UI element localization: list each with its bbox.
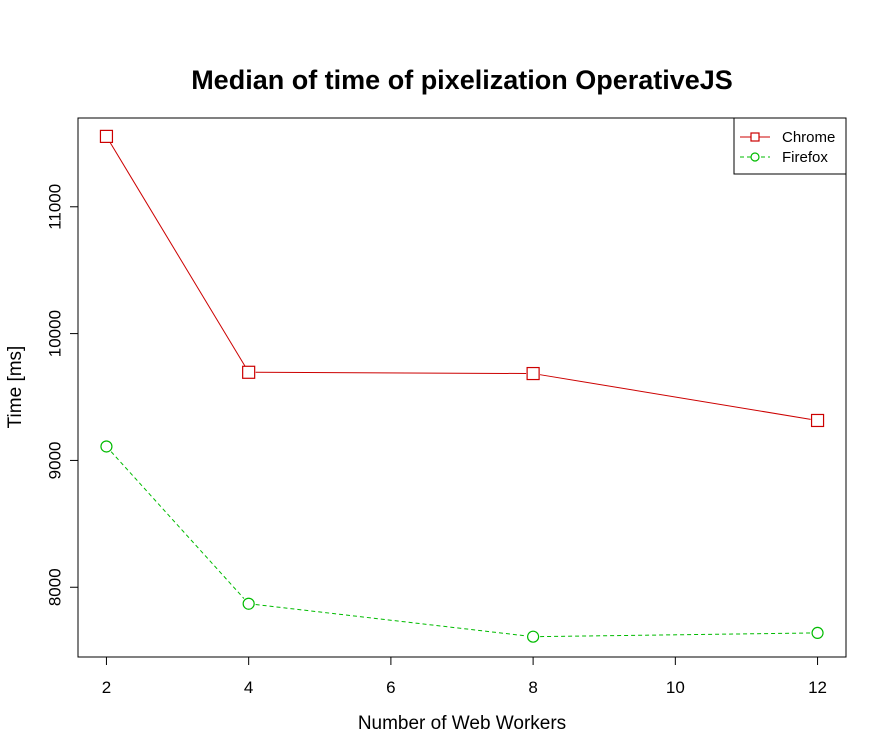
firefox-point bbox=[811, 626, 824, 640]
x-axis: 2 4 6 8 10 12 bbox=[102, 656, 827, 697]
chrome-segment bbox=[539, 374, 811, 420]
firefox-segment bbox=[110, 451, 245, 599]
chrome-point bbox=[810, 413, 825, 428]
y-tick-label: 11000 bbox=[45, 184, 64, 230]
y-tick-label: 9000 bbox=[45, 442, 64, 480]
legend-box bbox=[733, 117, 847, 175]
y-axis: 8000 9000 10000 11000 bbox=[45, 184, 79, 606]
series-layer bbox=[99, 129, 825, 643]
x-tick-label: 8 bbox=[528, 678, 537, 697]
legend-firefox-marker bbox=[750, 152, 760, 162]
legend: Chrome Firefox bbox=[733, 117, 847, 175]
firefox-point bbox=[527, 630, 540, 643]
x-tick-label: 4 bbox=[244, 678, 253, 697]
legend-chrome-marker bbox=[750, 132, 760, 142]
chrome-segment bbox=[255, 371, 527, 375]
x-tick-label: 10 bbox=[666, 678, 685, 697]
x-tick-label: 12 bbox=[808, 678, 827, 697]
firefox-segment bbox=[540, 632, 811, 638]
chrome-point bbox=[99, 129, 114, 143]
chart-title: Median of time of pixelization Operative… bbox=[191, 65, 733, 95]
legend-firefox-label: Firefox bbox=[782, 149, 828, 166]
plot-frame bbox=[77, 117, 847, 658]
x-axis-label: Number of Web Workers bbox=[358, 713, 566, 734]
y-tick-label: 8000 bbox=[45, 568, 64, 606]
y-tick-label: 10000 bbox=[45, 310, 64, 357]
firefox-point bbox=[100, 440, 113, 453]
chrome-segment bbox=[109, 142, 246, 367]
chrome-point bbox=[242, 365, 256, 379]
x-tick-label: 6 bbox=[386, 678, 395, 697]
firefox-segment bbox=[255, 604, 527, 637]
firefox-point bbox=[242, 597, 255, 610]
x-tick-label: 2 bbox=[102, 678, 111, 697]
legend-chrome-label: Chrome bbox=[782, 129, 835, 146]
chrome-point bbox=[526, 366, 540, 381]
y-axis-label: Time [ms] bbox=[5, 346, 26, 429]
